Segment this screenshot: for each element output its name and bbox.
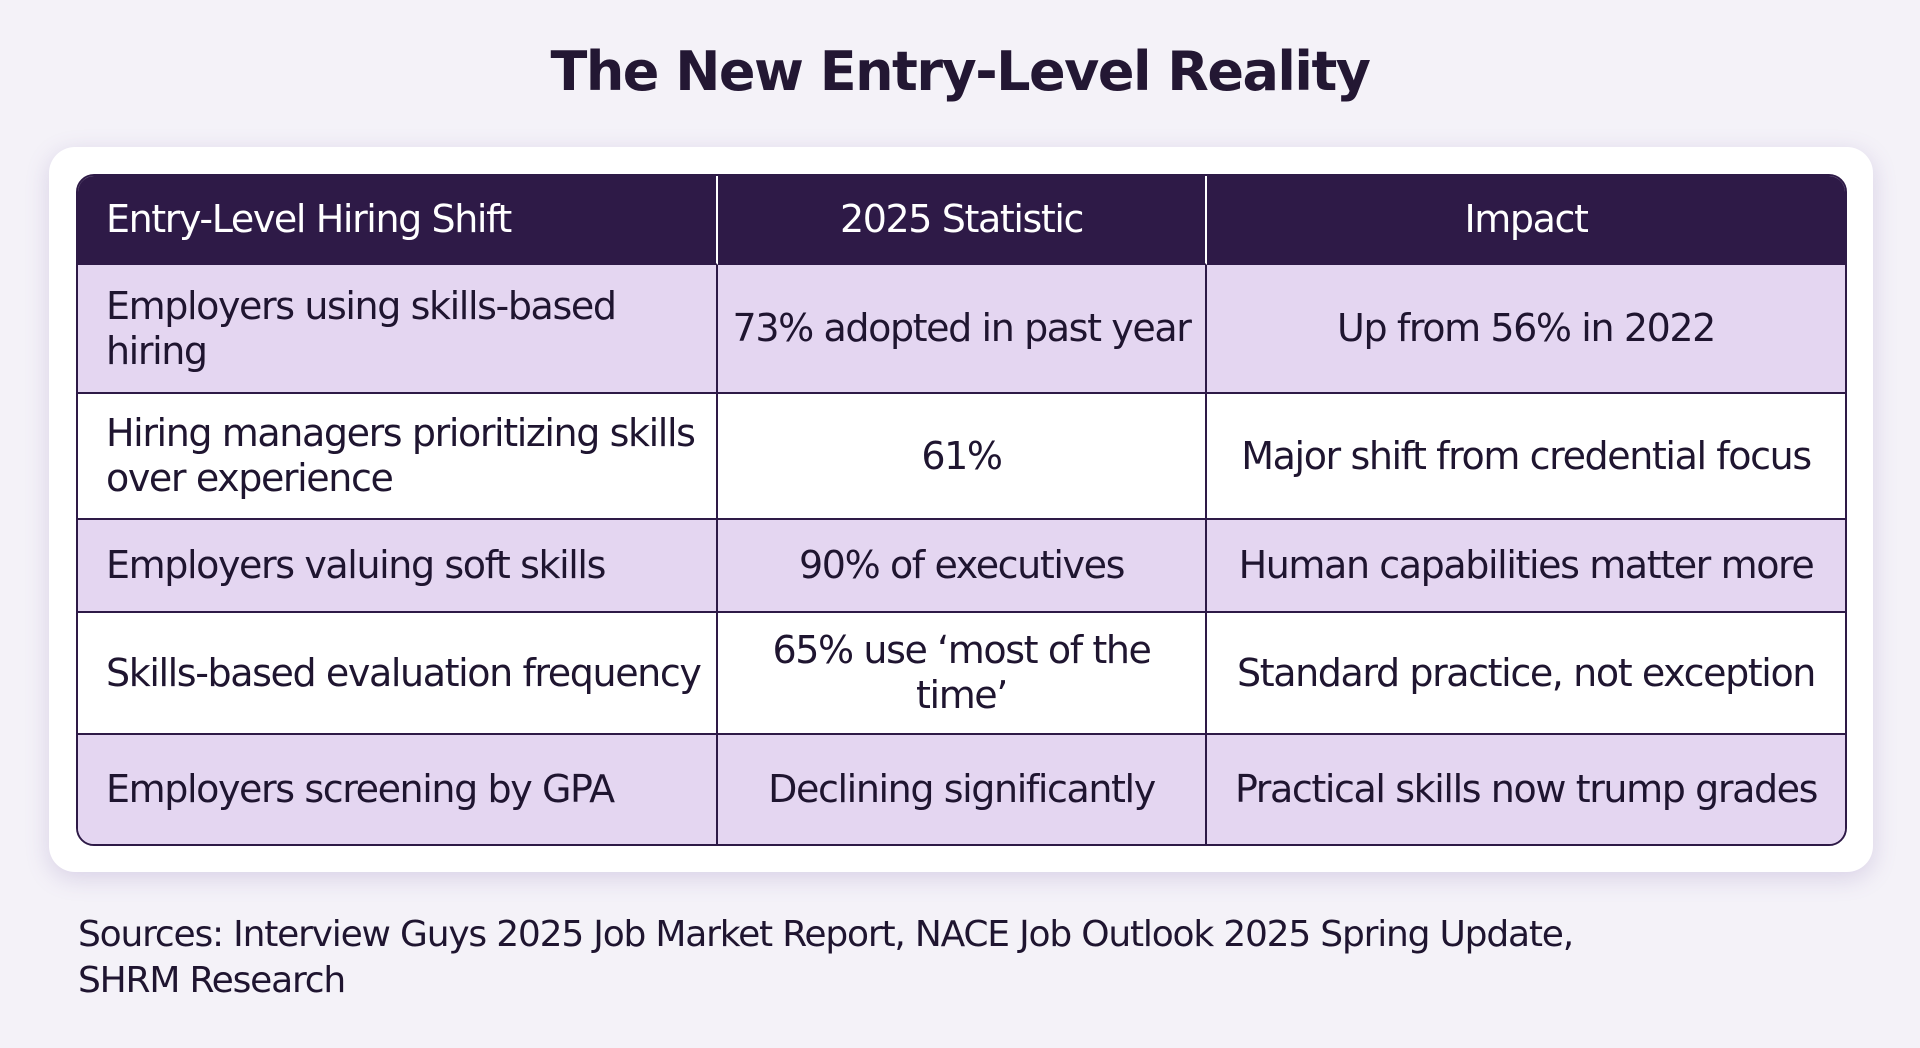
- table-cell: Employers screening by GPA: [78, 735, 718, 844]
- table-cell: Human capabilities matter more: [1207, 520, 1845, 613]
- sources: Sources: Interview Guys 2025 Job Market …: [78, 914, 1574, 1002]
- table-cell: 90% of executives: [718, 520, 1207, 613]
- table-row: Employers using skills-based hiring 73% a…: [78, 265, 1845, 394]
- table-cell: Up from 56% in 2022: [1207, 265, 1845, 394]
- table-cell: 61%: [718, 394, 1207, 520]
- table-cell: Declining significantly: [718, 735, 1207, 844]
- header-row: Entry-Level Hiring Shift 2025 Statistic Im…: [78, 176, 1845, 265]
- column-header: Impact: [1207, 176, 1845, 265]
- table-cell: Hiring managers prioritizing skills over…: [78, 394, 718, 520]
- table-cell: 65% use ‘most of the time’: [718, 613, 1207, 735]
- table-cell: Standard practice, not exception: [1207, 613, 1845, 735]
- table-cell: Employers valuing soft skills: [78, 520, 718, 613]
- table-cell: Practical skills now trump grades: [1207, 735, 1845, 844]
- table-row: Employers screening by GPA Declining sign…: [78, 735, 1845, 844]
- table-cell: Skills-based evaluation frequency: [78, 613, 718, 735]
- data-table: Entry-Level Hiring Shift 2025 Statistic Im…: [76, 174, 1847, 846]
- title: The New Entry-Level Reality: [550, 40, 1371, 103]
- column-header: Entry-Level Hiring Shift: [78, 176, 718, 265]
- table-body: Employers using skills-based hiring 73% a…: [78, 265, 1845, 844]
- table-row: Hiring managers prioritizing skills over…: [78, 394, 1845, 520]
- table-row: Skills-based evaluation frequency 65% use…: [78, 613, 1845, 735]
- column-header: 2025 Statistic: [718, 176, 1207, 265]
- table-row: Employers valuing soft skills 90% of exec…: [78, 520, 1845, 613]
- table-cell: Employers using skills-based hiring: [78, 265, 718, 394]
- table-cell: 73% adopted in past year: [718, 265, 1207, 394]
- table-cell: Major shift from credential focus: [1207, 394, 1845, 520]
